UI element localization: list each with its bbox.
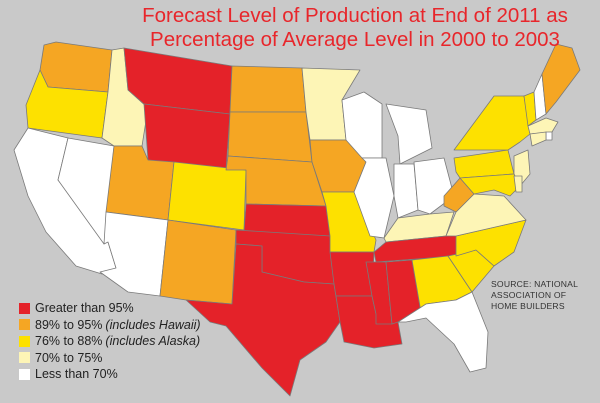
state-in <box>393 163 419 219</box>
state-me <box>541 43 581 115</box>
legend-swatch-red <box>19 302 30 314</box>
legend-swatch-orange <box>19 319 30 330</box>
legend-item-lt70: Less than 70% <box>19 366 201 382</box>
legend-item-89-95: 89% to 95% (includes Hawaii) <box>19 317 201 333</box>
legend-label: 76% to 88% <box>35 334 103 348</box>
legend-note: (includes Alaska) <box>105 334 201 348</box>
legend-item-gt95: Greater than 95% <box>19 300 201 316</box>
source-line-2: ASSOCIATION OF <box>491 290 567 300</box>
state-md <box>459 173 521 197</box>
state-co <box>167 161 247 231</box>
state-wa <box>39 41 113 93</box>
state-sd <box>227 111 313 163</box>
legend-label: Greater than 95% <box>35 301 134 315</box>
legend-label: 70% to 75% <box>35 350 103 365</box>
state-wy <box>143 103 231 171</box>
state-nm <box>159 219 237 305</box>
state-ri <box>545 131 553 141</box>
legend-swatch-pale-yellow <box>19 352 30 363</box>
legend-item-70-75: 70% to 75% <box>19 350 201 366</box>
state-ny <box>453 95 531 151</box>
state-fl <box>397 291 489 373</box>
source-note: SOURCE: NATIONAL ASSOCIATION OF HOME BUI… <box>491 279 578 312</box>
legend: Greater than 95% 89% to 95% (includes Ha… <box>19 300 201 383</box>
map-title-line-1: Forecast Level of Production at End of 2… <box>142 4 568 27</box>
state-ma <box>527 117 559 135</box>
legend-swatch-white <box>19 368 30 380</box>
legend-note: (includes Hawaii) <box>105 317 201 332</box>
state-ct <box>529 131 547 147</box>
state-pa <box>453 149 515 179</box>
state-mi <box>385 103 433 165</box>
source-line-3: HOME BUILDERS <box>491 301 565 311</box>
legend-swatch-yellow <box>19 335 30 347</box>
state-nd <box>229 65 307 113</box>
state-il <box>353 157 395 239</box>
state-de <box>513 175 523 193</box>
map-title: Forecast Level of Production at End of 2… <box>120 4 590 52</box>
source-line-1: SOURCE: NATIONAL <box>491 279 579 289</box>
legend-label: 89% to 95% <box>35 317 103 332</box>
legend-item-76-88: 76% to 88% (includes Alaska) <box>19 333 201 349</box>
legend-label: Less than 70% <box>35 367 118 381</box>
state-tx <box>185 243 341 397</box>
state-ar <box>329 251 375 297</box>
state-wv <box>443 177 475 213</box>
map-title-line-2: Percentage of Average Level in 2000 to 2… <box>150 28 560 51</box>
